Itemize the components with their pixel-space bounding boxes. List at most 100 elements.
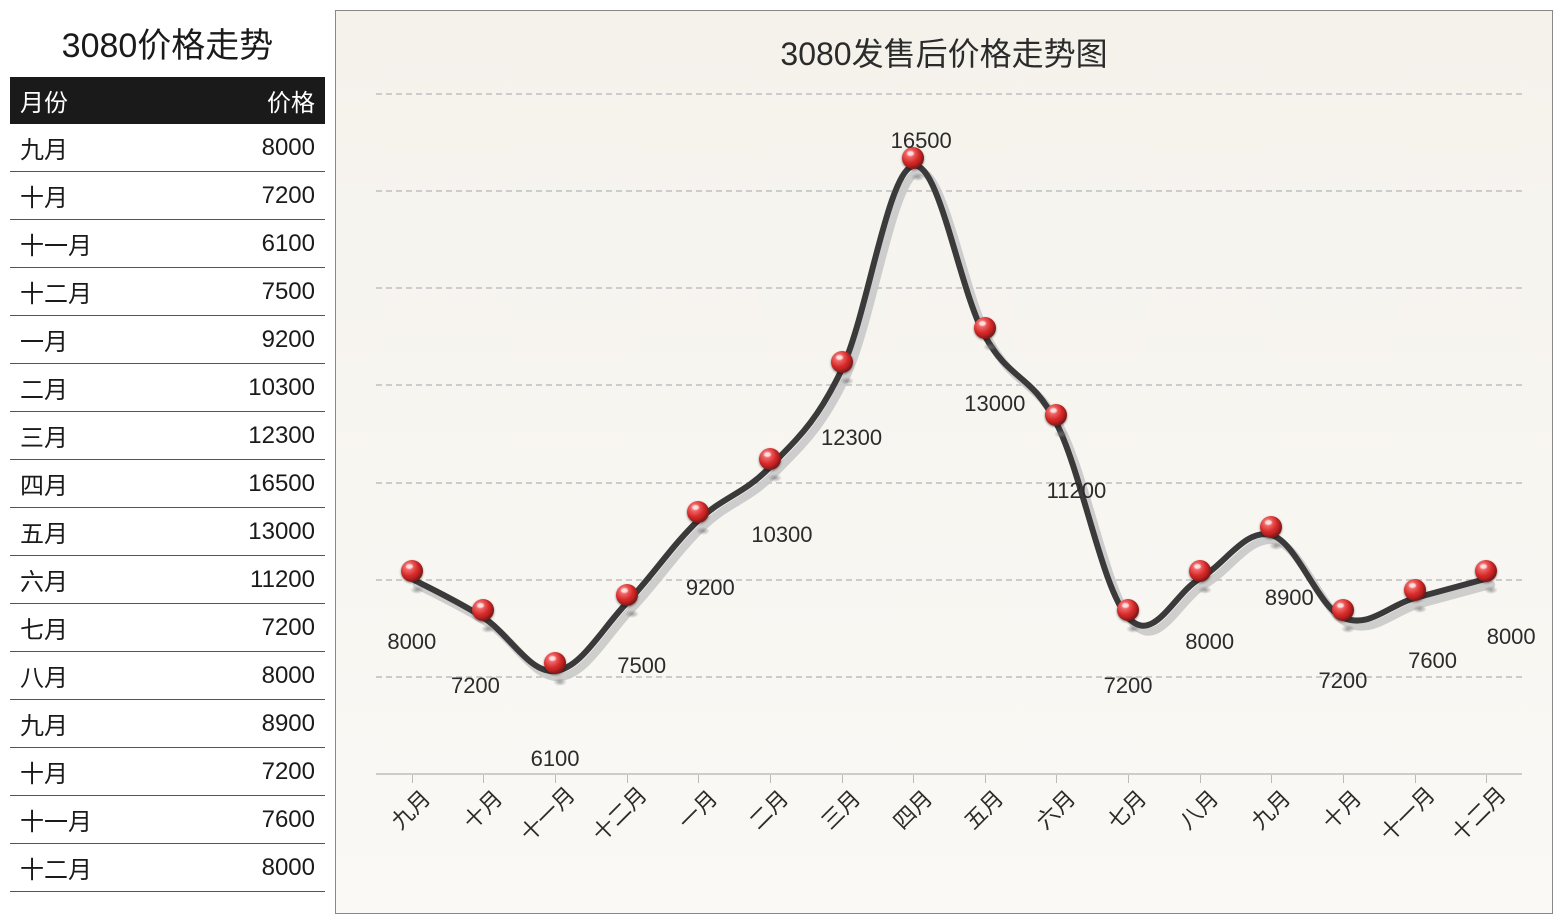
cell-month: 九月	[10, 700, 172, 748]
x-tick	[913, 775, 914, 783]
data-label: 8000	[1185, 629, 1234, 655]
pin-icon	[471, 603, 495, 633]
table-row: 七月7200	[10, 604, 325, 652]
cell-price: 7200	[172, 604, 325, 652]
data-label: 7600	[1408, 648, 1457, 674]
table-row: 三月12300	[10, 412, 325, 460]
cell-price: 6100	[172, 220, 325, 268]
data-marker	[1188, 564, 1212, 594]
plot-area: 8000720061007500920010300123001650013000…	[376, 93, 1522, 773]
pin-icon	[615, 588, 639, 618]
data-label: 6100	[531, 746, 580, 772]
cell-month: 三月	[10, 412, 172, 460]
cell-month: 十一月	[10, 220, 172, 268]
x-label: 十月	[1314, 782, 1368, 836]
table-row: 九月8000	[10, 124, 325, 172]
cell-month: 十月	[10, 172, 172, 220]
cell-price: 16500	[172, 460, 325, 508]
data-label: 11200	[1047, 478, 1107, 504]
data-marker	[973, 321, 997, 351]
data-marker	[758, 452, 782, 482]
data-marker	[1403, 583, 1427, 613]
cell-month: 五月	[10, 508, 172, 556]
x-tick	[698, 775, 699, 783]
data-label: 7200	[1318, 668, 1367, 694]
data-marker	[1116, 603, 1140, 633]
cell-month: 六月	[10, 556, 172, 604]
cell-month: 十二月	[10, 268, 172, 316]
pin-icon	[973, 321, 997, 351]
table-row: 十一月6100	[10, 220, 325, 268]
x-label: 二月	[741, 782, 795, 836]
pin-icon	[758, 452, 782, 482]
data-marker	[1474, 564, 1498, 594]
cell-price: 8000	[172, 844, 325, 892]
data-marker	[1044, 408, 1068, 438]
price-table: 月份 价格 九月8000十月7200十一月6100十二月7500一月9200二月…	[10, 77, 325, 892]
cell-month: 四月	[10, 460, 172, 508]
cell-price: 13000	[172, 508, 325, 556]
col-price: 价格	[172, 77, 325, 124]
cell-month: 九月	[10, 124, 172, 172]
pin-icon	[686, 505, 710, 535]
cell-price: 7200	[172, 172, 325, 220]
x-label: 一月	[670, 782, 724, 836]
cell-month: 十月	[10, 748, 172, 796]
data-label: 7200	[1104, 673, 1153, 699]
cell-price: 8000	[172, 124, 325, 172]
cell-price: 12300	[172, 412, 325, 460]
data-label: 7500	[617, 653, 666, 679]
table-row: 六月11200	[10, 556, 325, 604]
cell-price: 9200	[172, 316, 325, 364]
x-label: 四月	[885, 782, 939, 836]
table-row: 十一月7600	[10, 796, 325, 844]
x-label: 十一月	[1372, 779, 1441, 848]
data-label: 7200	[451, 673, 500, 699]
table-row: 十月7200	[10, 172, 325, 220]
data-marker	[686, 505, 710, 535]
x-axis: 九月十月十一月十二月一月二月三月四月五月六月七月八月九月十月十一月十二月	[376, 773, 1522, 893]
pin-icon	[830, 355, 854, 385]
x-label: 十月	[455, 782, 509, 836]
x-label: 十一月	[512, 779, 581, 848]
pin-icon	[1044, 408, 1068, 438]
pin-icon	[1259, 520, 1283, 550]
chart-title: 3080发售后价格走势图	[336, 11, 1552, 83]
data-marker	[615, 588, 639, 618]
table-row: 九月8900	[10, 700, 325, 748]
table-row: 十月7200	[10, 748, 325, 796]
cell-price: 8900	[172, 700, 325, 748]
pin-icon	[400, 564, 424, 594]
table-row: 八月8000	[10, 652, 325, 700]
cell-price: 8000	[172, 652, 325, 700]
data-label: 8900	[1265, 585, 1314, 611]
data-label: 10300	[751, 522, 812, 548]
x-label: 五月	[956, 782, 1010, 836]
cell-price: 11200	[172, 556, 325, 604]
x-label: 七月	[1099, 782, 1153, 836]
cell-month: 七月	[10, 604, 172, 652]
cell-price: 7600	[172, 796, 325, 844]
data-marker	[830, 355, 854, 385]
data-marker	[543, 656, 567, 686]
cell-price: 7200	[172, 748, 325, 796]
x-label: 八月	[1171, 782, 1225, 836]
table-row: 五月13000	[10, 508, 325, 556]
table-row: 一月9200	[10, 316, 325, 364]
cell-price: 10300	[172, 364, 325, 412]
cell-month: 一月	[10, 316, 172, 364]
data-marker	[1259, 520, 1283, 550]
data-label: 12300	[821, 425, 882, 451]
x-label: 九月	[1243, 782, 1297, 836]
data-label: 13000	[964, 391, 1025, 417]
data-label: 9200	[686, 575, 735, 601]
pin-icon	[1403, 583, 1427, 613]
data-marker	[901, 151, 925, 181]
col-month: 月份	[10, 77, 172, 124]
x-label: 十二月	[584, 779, 653, 848]
cell-month: 十一月	[10, 796, 172, 844]
table-row: 十二月8000	[10, 844, 325, 892]
pin-icon	[1474, 564, 1498, 594]
data-marker	[471, 603, 495, 633]
price-table-panel: 3080价格走势 月份 价格 九月8000十月7200十一月6100十二月750…	[10, 10, 325, 914]
